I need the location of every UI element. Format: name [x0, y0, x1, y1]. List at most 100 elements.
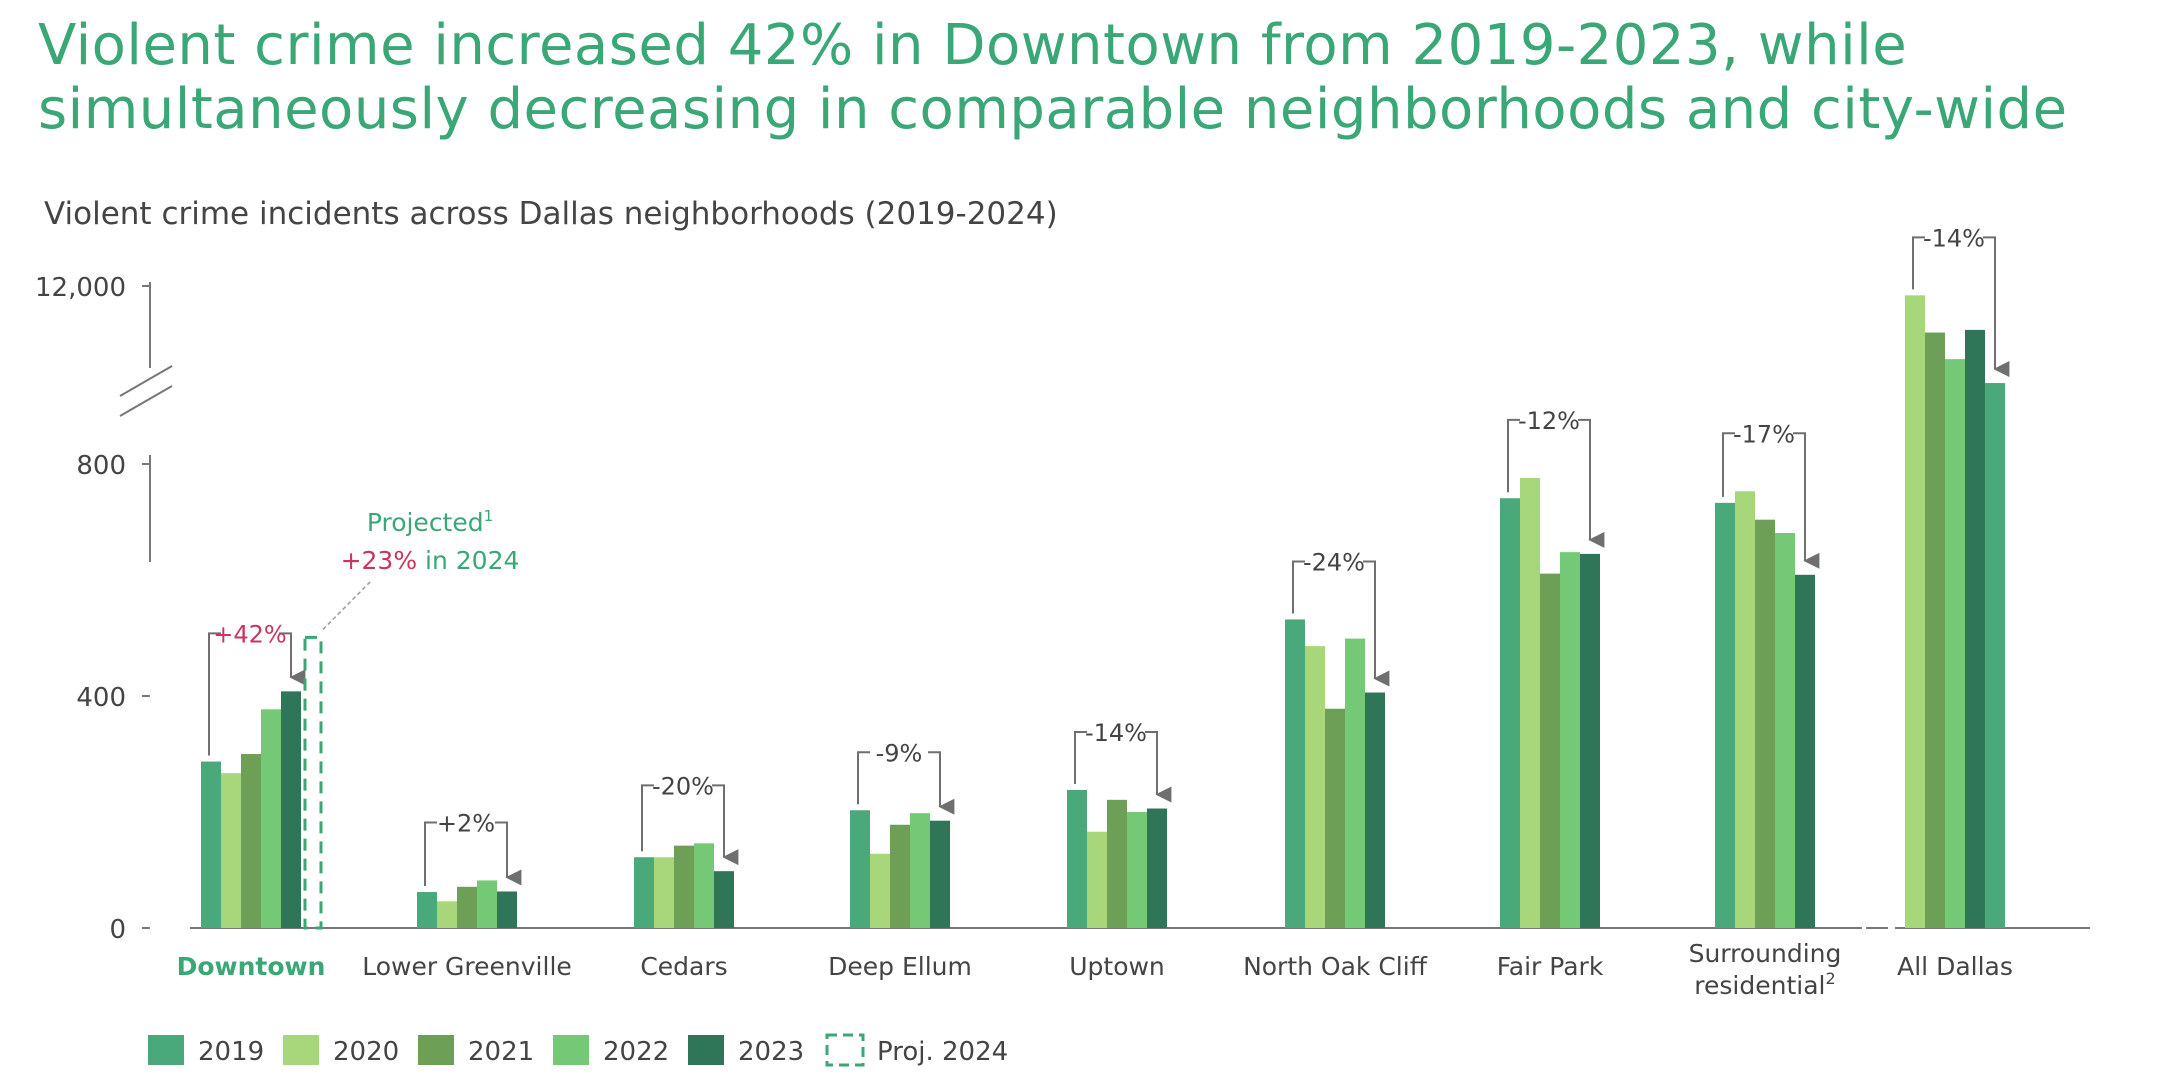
bar	[477, 880, 497, 928]
bar	[417, 892, 437, 928]
category-label: All Dallas	[1897, 952, 2013, 981]
bar	[1520, 477, 1540, 928]
y-tick-label: 800	[76, 451, 126, 481]
category-label: Fair Park	[1497, 952, 1604, 981]
category-label: Surrounding	[1689, 939, 1842, 968]
change-label: +2%	[437, 809, 495, 837]
legend-swatch	[688, 1035, 724, 1065]
bar	[1107, 799, 1127, 928]
legend-label: 2022	[603, 1037, 669, 1067]
projected-change: +23%	[341, 546, 418, 575]
category-label: Lower Greenville	[362, 952, 572, 981]
change-bracket-left	[1074, 730, 1087, 784]
bar	[1580, 553, 1600, 928]
bar	[1325, 708, 1345, 928]
change-bracket-left	[641, 784, 654, 852]
change-bracket-right	[1145, 730, 1172, 803]
chart-title: Violent crime incidents across Dallas ne…	[44, 196, 1058, 232]
y-tick-label: 12,000	[35, 273, 126, 303]
change-label: -9%	[876, 739, 923, 767]
bar	[1985, 383, 2005, 929]
projected-leader-line	[322, 579, 373, 630]
bar	[1365, 692, 1385, 928]
legend-label: 2023	[738, 1037, 804, 1067]
bar	[890, 824, 910, 928]
bar	[1305, 646, 1325, 928]
bar	[281, 691, 301, 928]
bar	[654, 857, 674, 928]
change-label: -14%	[1923, 224, 1985, 252]
bar	[457, 886, 477, 928]
change-bracket-left	[857, 751, 870, 805]
category-label: North Oak Cliff	[1243, 952, 1428, 981]
headline: Violent crime increased 42% in Downtown …	[38, 13, 2068, 142]
bar	[674, 845, 694, 928]
bar	[1945, 359, 1965, 928]
bar	[850, 810, 870, 928]
bar	[910, 813, 930, 928]
y-axis-break-mark	[119, 365, 173, 397]
legend-swatch	[418, 1035, 454, 1065]
bar	[714, 871, 734, 928]
bar	[1087, 831, 1107, 928]
legend-swatch	[148, 1035, 184, 1065]
change-bracket-right	[1578, 418, 1605, 548]
category-label: residential2	[1694, 969, 1835, 1000]
change-bracket-left	[208, 632, 221, 756]
bar	[1067, 789, 1087, 928]
bar	[1560, 552, 1580, 928]
change-bracket-right	[279, 632, 306, 686]
legend-label: 2021	[468, 1037, 534, 1067]
category-label: Deep Ellum	[828, 952, 972, 981]
legend-label: 2019	[198, 1037, 264, 1067]
bar	[1127, 812, 1147, 928]
category-label: Downtown	[177, 952, 326, 981]
projected-label: +23% in 2024	[341, 546, 520, 575]
bar	[1345, 638, 1365, 928]
change-bracket-left	[424, 821, 437, 887]
legend-swatch-projected	[825, 1033, 865, 1067]
change-bracket-left	[1912, 236, 1925, 290]
bar	[497, 891, 517, 928]
bar	[870, 853, 890, 928]
bar	[694, 843, 714, 928]
change-label: -24%	[1303, 548, 1365, 576]
bar	[1755, 519, 1775, 928]
projected-label-superscript: 1	[484, 507, 494, 525]
y-tick-label: 0	[109, 915, 126, 945]
bar	[1795, 574, 1815, 928]
projected-label: Projected1	[367, 507, 493, 537]
bar	[261, 709, 281, 928]
change-bracket-left	[1722, 432, 1735, 497]
change-bracket-right	[1983, 236, 2010, 378]
change-bracket-right	[1793, 432, 1820, 569]
category-label: Uptown	[1069, 952, 1165, 981]
bar	[1775, 533, 1795, 928]
change-bracket-right	[1363, 560, 1390, 687]
y-axis-break-mark	[119, 385, 173, 417]
bar	[241, 754, 261, 928]
bar	[437, 901, 457, 928]
bar	[1925, 332, 1945, 928]
legend-label: Proj. 2024	[877, 1037, 1008, 1067]
change-bracket-right	[495, 821, 522, 886]
change-label: +42%	[213, 620, 286, 648]
change-bracket-right	[712, 784, 739, 866]
bar	[221, 773, 241, 928]
legend-swatch	[283, 1035, 319, 1065]
change-label: -14%	[1085, 719, 1147, 747]
bar	[1540, 573, 1560, 928]
legend-label: 2020	[333, 1037, 399, 1067]
bar	[634, 857, 654, 928]
bar	[1735, 491, 1755, 928]
projected-bar	[303, 635, 323, 930]
change-label: -20%	[652, 772, 714, 800]
bar	[1905, 295, 1925, 929]
bar	[1147, 808, 1167, 928]
change-label: -17%	[1733, 420, 1795, 448]
legend-swatch	[553, 1035, 589, 1065]
bar	[201, 761, 221, 928]
category-label-superscript: 2	[1826, 969, 1836, 988]
change-bracket-left	[1507, 418, 1520, 493]
